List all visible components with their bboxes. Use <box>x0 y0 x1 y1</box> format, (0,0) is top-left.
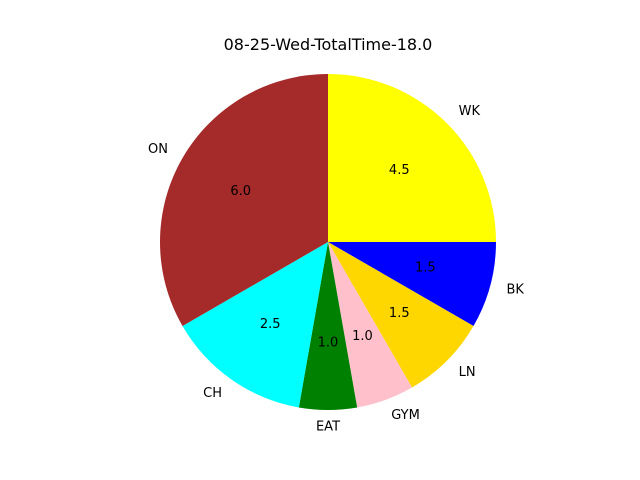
pie-labels: WK 4.5 BK 1.5 LN 1.5 GYM 1.0 EAT 1.0 CH 2.5 ON 6.0 <box>148 104 524 434</box>
slice-label-eat: EAT <box>316 419 340 434</box>
slice-value-wk: 4.5 <box>389 163 410 178</box>
slice-value-eat: 1.0 <box>318 335 339 350</box>
slice-label-wk: WK <box>459 104 481 119</box>
pie-slice-gym <box>328 242 412 408</box>
chart-title: 08-25-Wed-TotalTime-18.0 <box>224 35 433 54</box>
slice-value-on: 6.0 <box>230 184 251 199</box>
pie-slice-eat <box>298 242 358 410</box>
pie-slice-on <box>160 74 328 326</box>
pie-slice-wk <box>328 74 496 242</box>
slice-label-gym: GYM <box>391 408 420 423</box>
pie-slice-ln <box>328 242 474 388</box>
slice-value-bk: 1.5 <box>415 261 436 276</box>
pie-slice-ch <box>182 242 328 408</box>
slice-label-on: ON <box>148 142 168 157</box>
pie-slice-bk <box>328 242 496 326</box>
slice-value-ch: 2.5 <box>260 317 281 332</box>
slice-value-gym: 1.0 <box>352 329 373 344</box>
slice-label-ch: CH <box>203 386 222 401</box>
slice-value-ln: 1.5 <box>389 306 410 321</box>
pie-slices <box>160 74 496 410</box>
slice-label-bk: BK <box>507 282 525 297</box>
slice-label-ln: LN <box>459 365 476 380</box>
